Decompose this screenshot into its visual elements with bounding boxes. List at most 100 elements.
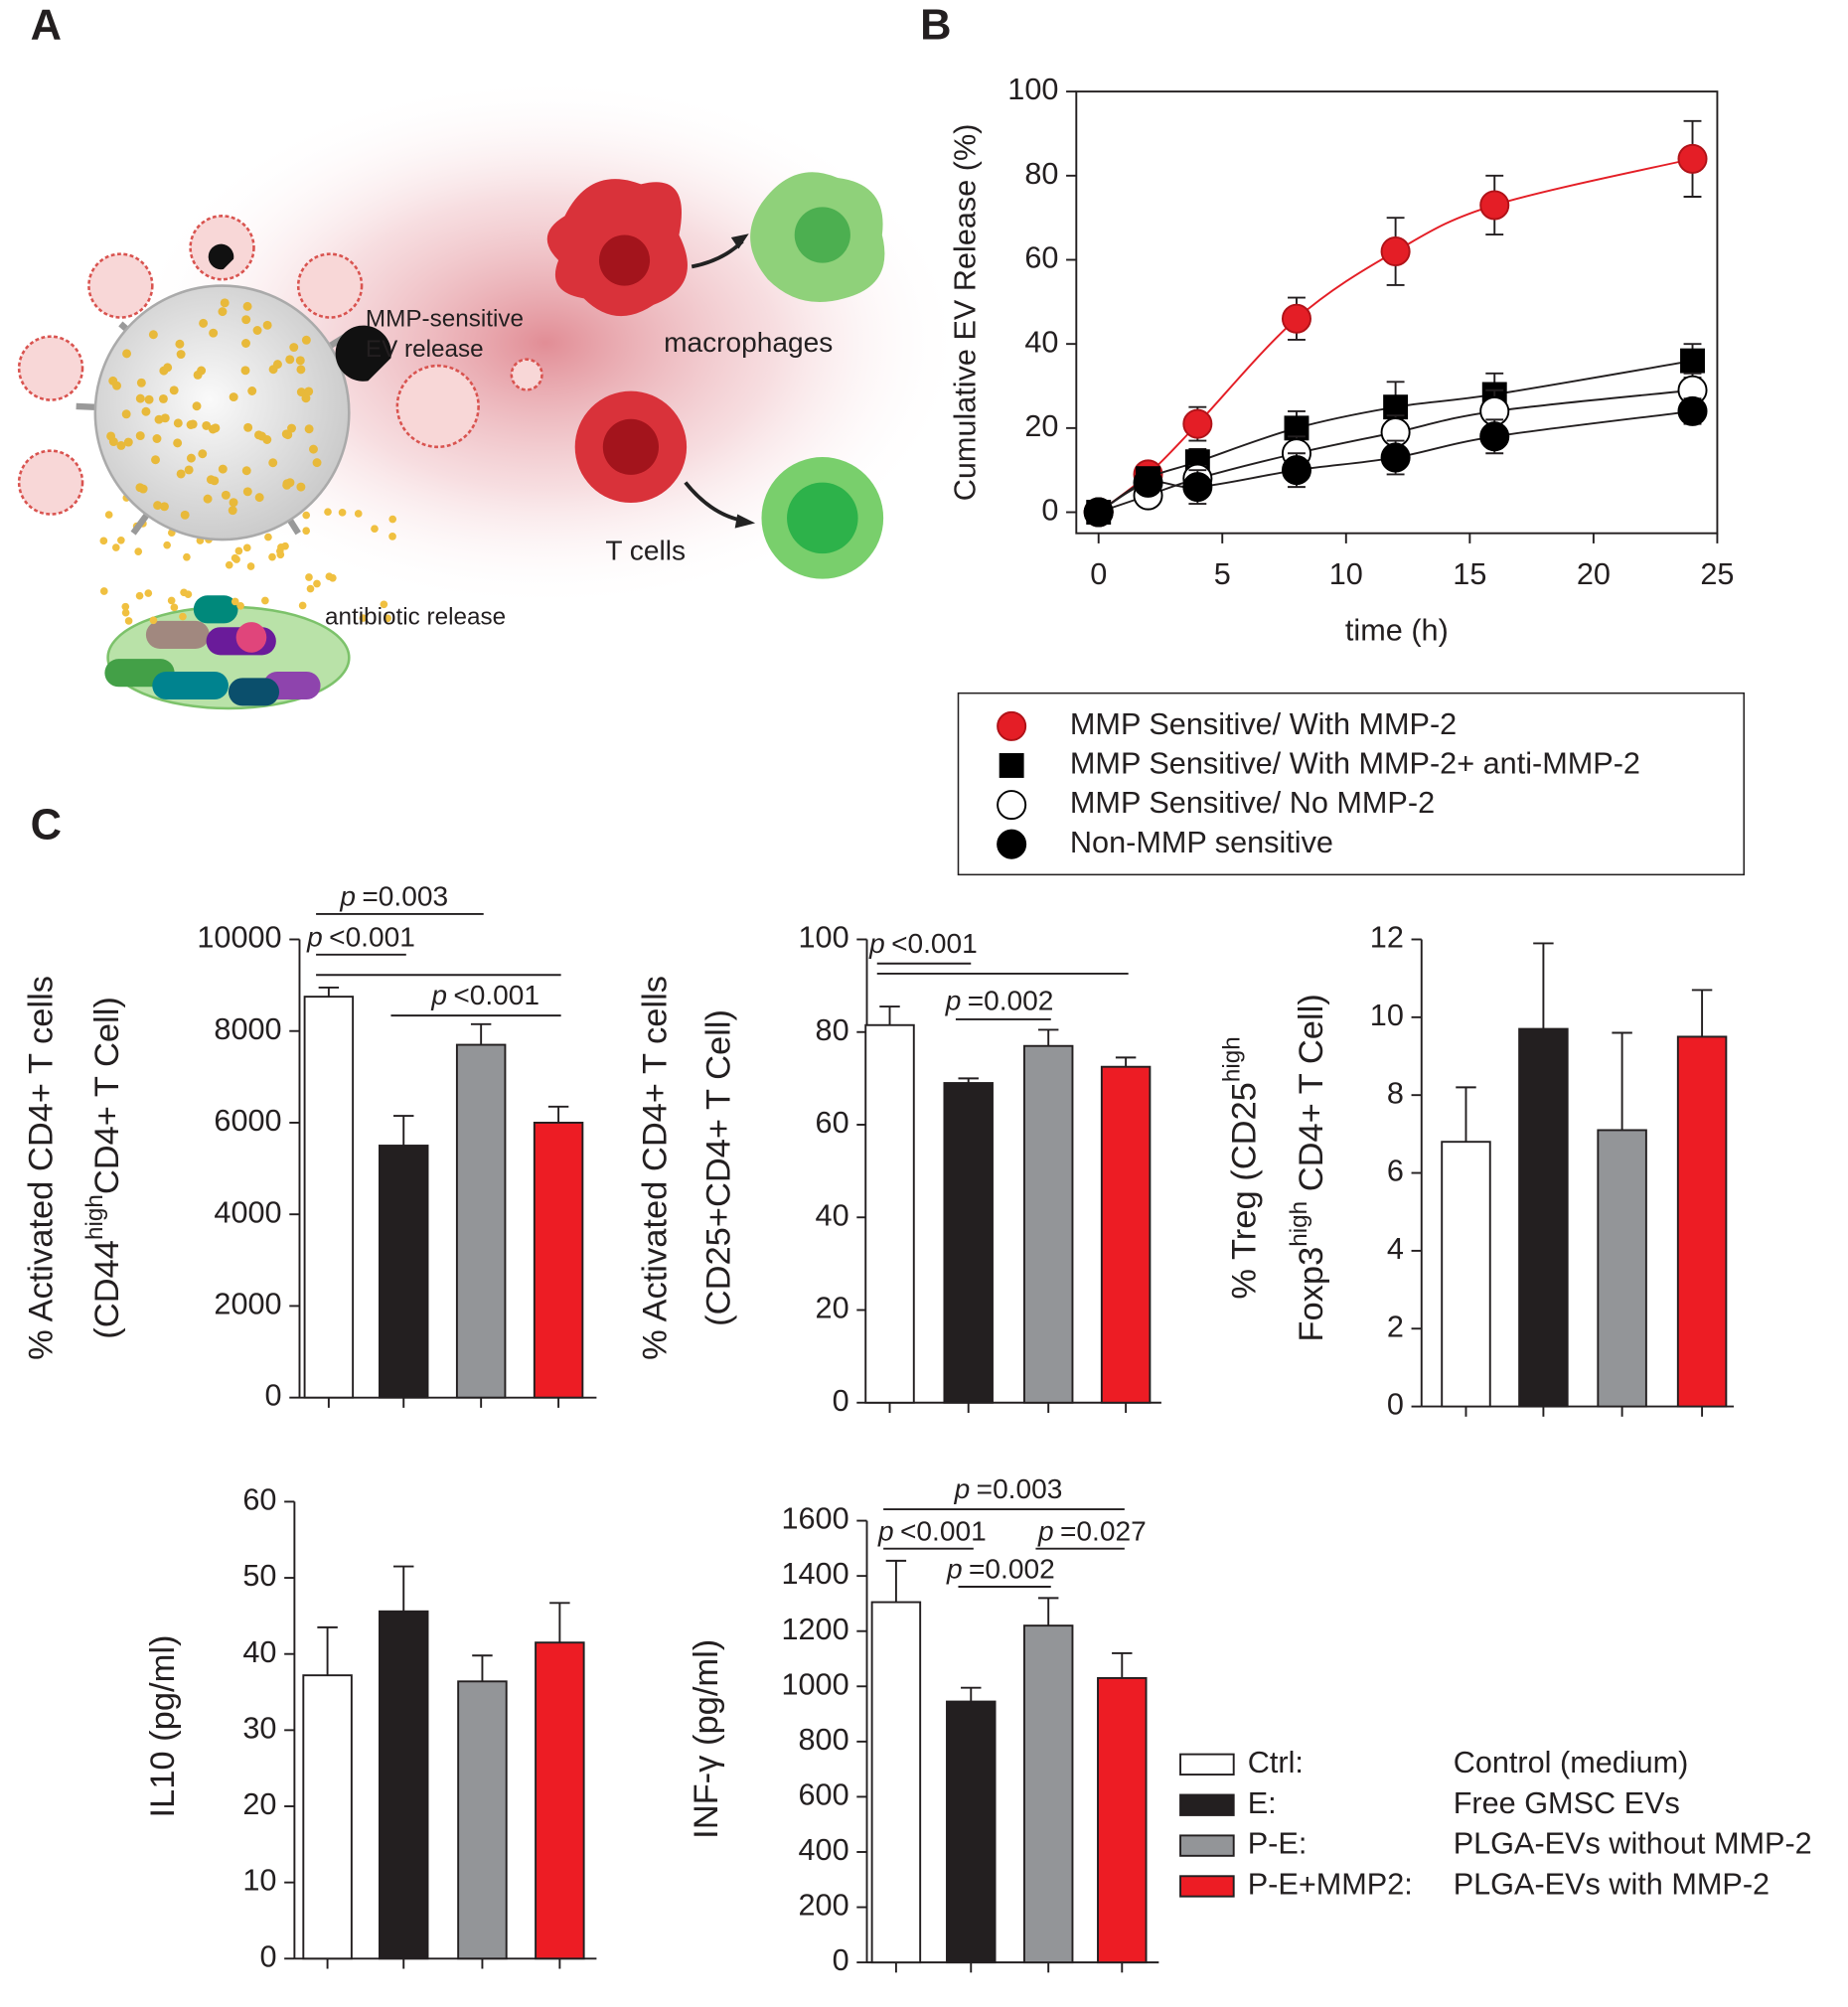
- drug-dot: [287, 423, 296, 433]
- y-tick-label: 10: [1370, 999, 1404, 1032]
- antibiotic-dot: [167, 596, 176, 605]
- bar: [864, 1023, 915, 1404]
- signal-glow: [126, 76, 965, 610]
- ev: [395, 364, 480, 449]
- drug-dot: [218, 307, 228, 317]
- plga-particle: [93, 284, 351, 541]
- y-tick-label: 0: [265, 1379, 282, 1413]
- y-tick-label: 0: [833, 1384, 849, 1418]
- drug-dot: [135, 393, 145, 403]
- drug-dot: [304, 386, 314, 396]
- y-tick-label: 20: [816, 1292, 849, 1325]
- bar: [1097, 1676, 1148, 1964]
- bacterium: [235, 622, 267, 653]
- error-bar: [547, 1105, 569, 1123]
- drug-dot: [175, 339, 185, 349]
- legend-swatch: [1179, 1793, 1235, 1816]
- legend-label: PLGA-EVs without MMP-2: [1454, 1827, 1812, 1861]
- drug-dot: [262, 320, 272, 330]
- drug-dot: [163, 363, 173, 373]
- data-point: [1380, 236, 1411, 267]
- legend-marker: [999, 753, 1024, 778]
- y-axis-title: (CD25+CD4+ T Cell): [700, 1009, 738, 1326]
- legend-swatch: [1179, 1834, 1235, 1857]
- y-tick-label: 2000: [214, 1288, 281, 1321]
- significance-label: p =0.002: [946, 1554, 1055, 1585]
- y-tick-label: 100: [1007, 73, 1058, 106]
- nucleus: [794, 207, 850, 263]
- drug-dot: [254, 430, 263, 440]
- bar: [379, 1145, 429, 1399]
- antibiotic-dot: [134, 547, 143, 555]
- p-symbol: p: [877, 1516, 894, 1547]
- drug-dot: [136, 378, 146, 387]
- data-point: [1083, 497, 1114, 528]
- p-value: <0.001: [453, 981, 539, 1011]
- data-point: [1380, 442, 1411, 473]
- drug-dot: [241, 466, 251, 476]
- drug-dot: [282, 479, 292, 489]
- drug-dot: [262, 435, 272, 444]
- data-point: [1281, 455, 1311, 486]
- y-tick-label: 4: [1387, 1232, 1404, 1266]
- antibiotic-dot: [388, 533, 396, 540]
- p-value: =0.027: [1060, 1516, 1147, 1547]
- p-value: <0.001: [329, 922, 415, 953]
- p-symbol: p: [954, 1474, 971, 1505]
- drug-dot: [186, 420, 196, 429]
- y-tick-label: 50: [242, 1559, 276, 1593]
- antibiotic-dot: [302, 511, 311, 520]
- drug-dot: [281, 429, 291, 439]
- drug-dot: [116, 440, 126, 450]
- drug-dot: [141, 406, 151, 416]
- legend-marker: [997, 790, 1027, 821]
- ev: [296, 252, 364, 319]
- antibiotic-dot: [246, 562, 255, 570]
- ev: [17, 335, 84, 401]
- y-axis-title: Cumulative EV Release (%): [949, 124, 983, 502]
- antibiotic-dot: [234, 546, 243, 555]
- bar: [303, 996, 355, 1399]
- legend-swatch: [1179, 1753, 1235, 1776]
- bar: [535, 1641, 585, 1960]
- y-tick-label: 80: [816, 1013, 849, 1047]
- antibiotic-dot: [99, 537, 108, 545]
- antibiotic-dot: [276, 550, 285, 559]
- drug-dot: [254, 493, 264, 503]
- antibiotic-dot: [302, 527, 311, 536]
- drug-dot: [252, 326, 262, 335]
- legend-marker: [997, 710, 1027, 741]
- y-tick-label: 40: [242, 1635, 276, 1669]
- drug-dot: [197, 366, 207, 376]
- drug-dot: [241, 315, 251, 325]
- drug-dot: [268, 458, 278, 468]
- p-value: =0.002: [968, 986, 1054, 1016]
- p-symbol: p: [1037, 1516, 1054, 1547]
- significance-label: p <0.001: [877, 1516, 987, 1547]
- data-point: [1182, 472, 1213, 503]
- drug-dot: [159, 502, 169, 512]
- error-bar: [1533, 942, 1554, 1029]
- drug-dot: [199, 318, 209, 328]
- y-tick-label: 20: [242, 1787, 276, 1821]
- p-symbol: p: [306, 922, 323, 953]
- diagram-label: T cells: [605, 535, 686, 565]
- significance-label: p =0.003: [954, 1474, 1063, 1505]
- error-bar: [1112, 1651, 1133, 1678]
- antibiotic-dot: [121, 608, 130, 617]
- legend-label: PLGA-EVs with MMP-2: [1454, 1868, 1770, 1902]
- error-bar: [879, 1005, 900, 1025]
- data-point: [1479, 421, 1510, 452]
- panel-label: C: [31, 802, 62, 849]
- y-axis-title-part: CD4+ T Cell): [1293, 994, 1330, 1201]
- y-tick-label: 10: [242, 1864, 276, 1898]
- antibiotic-dot: [281, 541, 289, 550]
- antibiotic-dot: [180, 588, 188, 597]
- data-point: [1677, 143, 1708, 174]
- drug-dot: [296, 365, 306, 375]
- drug-dot: [289, 343, 299, 353]
- antibiotic-dot: [111, 543, 120, 551]
- antibiotic-dot: [135, 591, 144, 600]
- legend-label: MMP Sensitive/ No MMP-2: [1070, 786, 1435, 820]
- drug-dot: [158, 393, 168, 403]
